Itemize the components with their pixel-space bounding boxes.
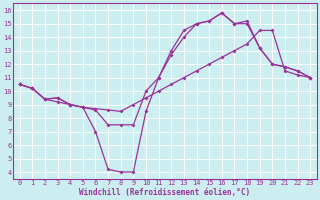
X-axis label: Windchill (Refroidissement éolien,°C): Windchill (Refroidissement éolien,°C) — [79, 188, 251, 197]
